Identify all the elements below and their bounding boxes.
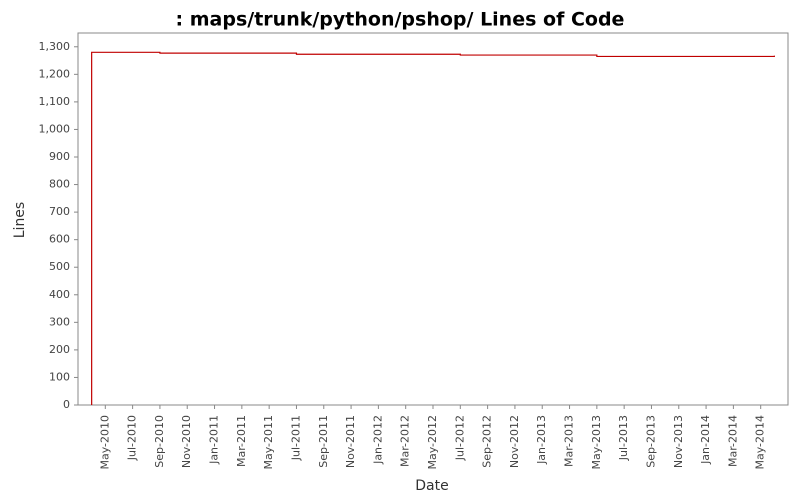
x-tick-label: Jan-2014 — [699, 415, 712, 465]
chart-title: : maps/trunk/python/pshop/ Lines of Code — [176, 9, 625, 31]
x-tick-label: Sep-2012 — [481, 415, 494, 468]
y-tick-label: 400 — [49, 288, 70, 301]
x-tick-label: Nov-2011 — [344, 415, 357, 468]
x-tick-label: Nov-2012 — [508, 415, 521, 468]
y-tick-label: 1,100 — [39, 95, 71, 108]
y-tick-label: 100 — [49, 370, 70, 383]
x-tick-label: Mar-2011 — [235, 415, 248, 467]
x-tick-label: Mar-2012 — [399, 415, 412, 467]
x-tick-label: Sep-2010 — [153, 415, 166, 468]
x-tick-label: May-2013 — [590, 415, 603, 470]
y-tick-label: 300 — [49, 315, 70, 328]
x-axis-label: Date — [415, 478, 448, 494]
x-tick-label: Jul-2013 — [617, 415, 630, 461]
x-tick-label: Mar-2014 — [726, 415, 739, 467]
x-tick-label: Jan-2011 — [208, 415, 221, 465]
x-tick-label: Sep-2013 — [644, 415, 657, 468]
series-line — [91, 51, 775, 405]
y-tick-label: 800 — [49, 178, 70, 191]
x-tick-label: Sep-2011 — [317, 415, 330, 468]
y-axis-label: Lines — [12, 202, 28, 238]
x-tick-label: Jul-2010 — [126, 415, 139, 461]
x-tick-label: Mar-2013 — [563, 415, 576, 467]
x-tick-label: May-2014 — [754, 415, 767, 470]
x-tick-label: May-2011 — [262, 415, 275, 470]
y-tick-label: 900 — [49, 150, 70, 163]
y-tick-label: 500 — [49, 260, 70, 273]
x-tick-label: Jan-2013 — [535, 415, 548, 465]
x-tick-label: May-2012 — [426, 415, 439, 470]
x-tick-label: Nov-2010 — [180, 415, 193, 468]
y-tick-label: 700 — [49, 205, 70, 218]
x-tick-label: Jul-2012 — [453, 415, 466, 461]
y-tick-label: 600 — [49, 233, 70, 246]
y-tick-label: 1,200 — [39, 67, 71, 80]
y-tick-label: 1,000 — [39, 122, 71, 135]
x-tick-label: Nov-2013 — [672, 415, 685, 468]
x-tick-label: Jan-2012 — [371, 415, 384, 465]
y-tick-label: 0 — [63, 398, 70, 411]
x-tick-label: May-2010 — [98, 415, 111, 470]
plot-area — [77, 32, 789, 406]
y-tick-label: 200 — [49, 343, 70, 356]
y-tick-label: 1,300 — [39, 40, 71, 53]
x-tick-label: Jul-2011 — [289, 415, 302, 461]
